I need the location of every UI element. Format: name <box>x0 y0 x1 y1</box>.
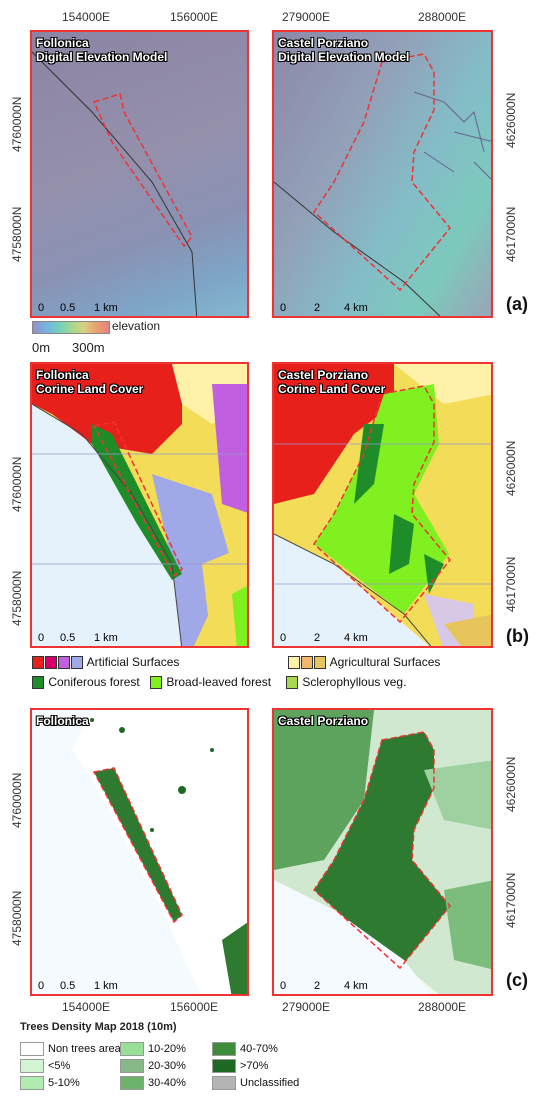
bottom-tick-3: 279000E <box>282 1000 331 1014</box>
bottom-tick-4: 288000E <box>418 1000 467 1014</box>
panel-title-a-left: Follonica Digital Elevation Model <box>36 36 168 64</box>
elevation-min: 0m <box>32 340 51 355</box>
bottom-tick-2: 156000E <box>170 1000 219 1014</box>
legend-broadleaved: Broad-leaved forest <box>150 675 271 690</box>
right-tick-a2: 4617000N <box>504 206 518 262</box>
clc-map-follonica[interactable]: Follonica Corine Land Cover 0 0.5 1 km <box>30 362 249 648</box>
elevation-label: elevation <box>112 319 161 333</box>
panel-letter-a: (a) <box>506 294 528 314</box>
density-class-5: 30-40% <box>120 1076 186 1090</box>
left-tick-b1: 4760000N <box>10 456 24 512</box>
right-tick-b1: 4626000N <box>504 440 518 496</box>
density-class-2: 5-10% <box>20 1076 80 1090</box>
density-class-4: 20-30% <box>120 1059 186 1073</box>
density-left-overlay <box>72 710 247 994</box>
clc-map-castel-porziano[interactable]: Castel Porziano Corine Land Cover 0 2 4 k… <box>272 362 493 648</box>
left-tick-a2: 4758000N <box>10 206 24 262</box>
right-tick-c2: 4617000N <box>504 872 518 928</box>
dem-map-castel-porziano[interactable]: Castel Porziano Digital Elevation Model 0… <box>272 30 493 318</box>
dem-map-follonica[interactable]: Follonica Digital Elevation Model 0 0.5 1… <box>30 30 249 318</box>
density-right-overlay <box>274 710 491 994</box>
left-tick-c1: 4760000N <box>10 772 24 828</box>
density-class-1: <5% <box>20 1059 70 1073</box>
left-tick-b2: 4758000N <box>10 570 24 626</box>
dem-left-overlay <box>32 51 198 316</box>
panel-title-b-right: Castel Porziano Corine Land Cover <box>278 368 386 396</box>
top-tick-1: 154000E <box>62 10 111 24</box>
density-class-6: 40-70% <box>212 1042 278 1056</box>
elevation-colorbar <box>32 321 110 334</box>
density-class-8: Unclassified <box>212 1076 299 1090</box>
legend-sclerophyllous: Sclerophyllous veg. <box>286 675 406 690</box>
bottom-tick-1: 154000E <box>62 1000 111 1014</box>
left-tick-a1: 4760000N <box>10 96 24 152</box>
panel-title-c-right: Castel Porziano <box>278 714 369 728</box>
density-map-castel-porziano[interactable]: Castel Porziano 0 2 4 km <box>272 708 493 996</box>
right-tick-b2: 4617000N <box>504 556 518 612</box>
density-class-0: Non trees areas <box>20 1042 126 1056</box>
dem-right-overlay <box>274 53 491 316</box>
legend-artificial: Artificial Surfaces <box>32 655 179 670</box>
panel-title-c-left: Follonica <box>36 714 89 728</box>
clc-left-overlay <box>32 364 247 646</box>
panel-title-b-left: Follonica Corine Land Cover <box>36 368 144 396</box>
density-class-7: >70% <box>212 1059 268 1073</box>
top-tick-3: 279000E <box>282 10 331 24</box>
panel-letter-b: (b) <box>506 626 529 646</box>
right-tick-a1: 4626000N <box>504 92 518 148</box>
top-tick-2: 156000E <box>170 10 219 24</box>
legend-coniferous: Coniferous forest <box>32 675 140 690</box>
panel-letter-c: (c) <box>506 970 528 990</box>
density-class-3: 10-20% <box>120 1042 186 1056</box>
density-legend-title: Trees Density Map 2018 (10m) <box>20 1021 177 1033</box>
legend-agricultural: Agricultural Surfaces <box>288 655 440 670</box>
panel-title-a-right: Castel Porziano Digital Elevation Model <box>278 36 410 64</box>
density-map-follonica[interactable]: Follonica 0 0.5 1 km <box>30 708 249 996</box>
clc-right-overlay <box>274 364 491 646</box>
left-tick-c2: 4758000N <box>10 890 24 946</box>
elevation-max: 300m <box>72 340 105 355</box>
top-tick-4: 288000E <box>418 10 467 24</box>
right-tick-c1: 4626000N <box>504 756 518 812</box>
